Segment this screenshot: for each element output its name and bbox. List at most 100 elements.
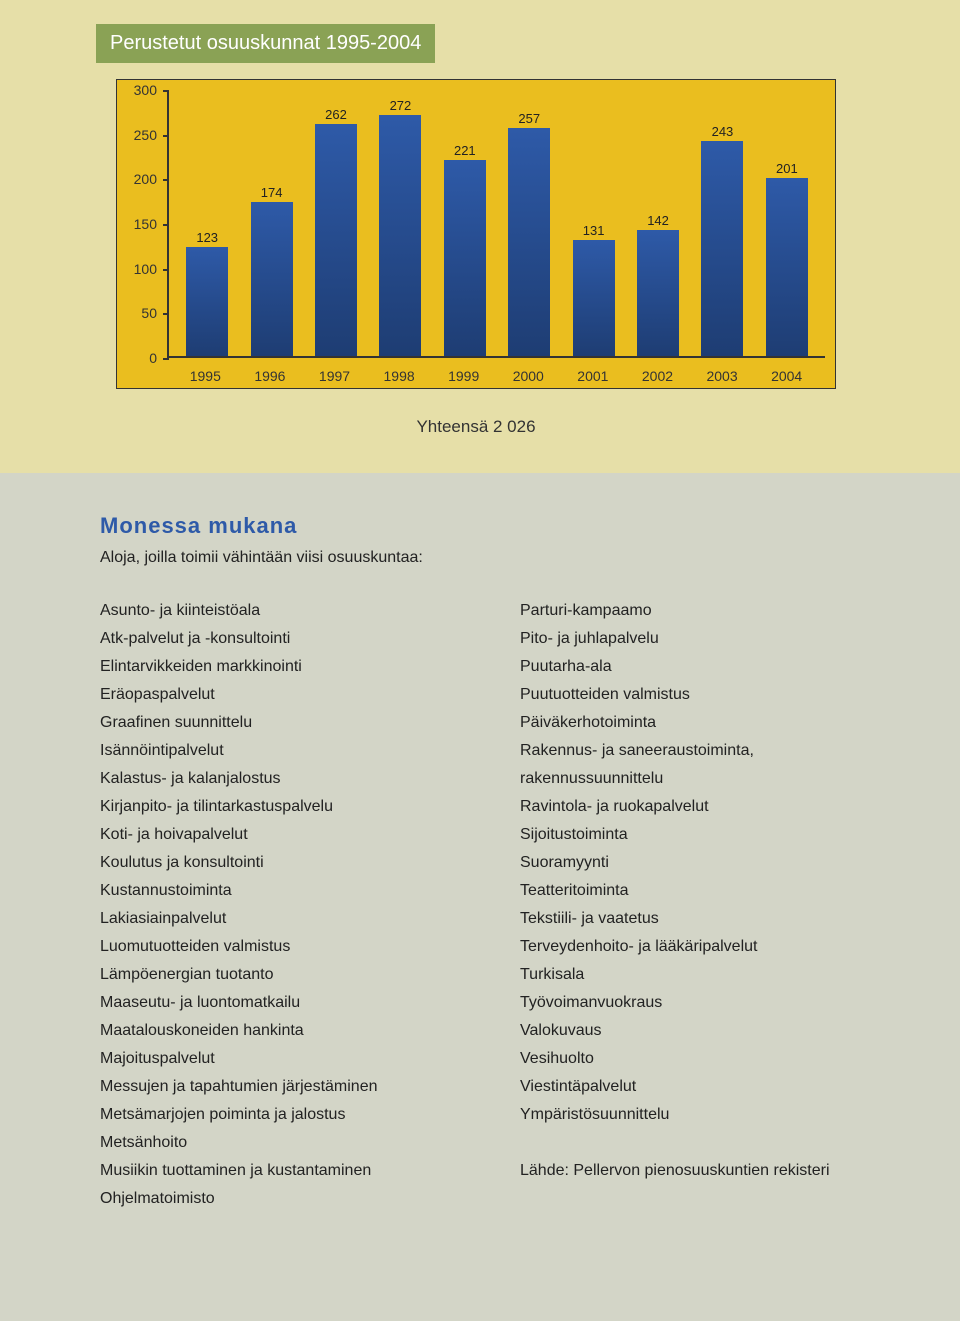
section-subheading: Aloja, joilla toimii vähintään viisi osu… [100, 549, 880, 567]
bar-chart: 0 50 100 150 200 250 300 123 174 262 272 221 257 131… [116, 79, 836, 389]
list-item: Viestintäpalvelut [520, 1073, 880, 1101]
list-item: Graafinen suunnittelu [100, 709, 460, 737]
bar-value-label: 221 [454, 143, 476, 158]
list-item: Metsämarjojen poiminta ja jalostus [100, 1101, 460, 1129]
list-item: Parturi-kampaamo [520, 597, 880, 625]
list-item: Elintarvikkeiden markkinointi [100, 653, 460, 681]
y-tick-label: 250 [134, 127, 157, 143]
left-column: Asunto- ja kiinteistöalaAtk-palvelut ja … [100, 597, 460, 1213]
chart-bar: 272 [368, 90, 432, 356]
chart-total-label: Yhteensä 2 026 [116, 417, 836, 437]
chart-title: Perustetut osuuskunnat 1995-2004 [96, 24, 435, 63]
list-item: Rakennus- ja saneeraustoiminta, [520, 737, 880, 765]
top-section: Perustetut osuuskunnat 1995-2004 0 50 100 1… [0, 0, 960, 473]
chart-x-axis: 1995199619971998199920002001200220032004 [167, 368, 825, 384]
list-item: Asunto- ja kiinteistöala [100, 597, 460, 625]
list-item: Kirjanpito- ja tilintarkastuspalvelu [100, 793, 460, 821]
list-item: Vesihuolto [520, 1045, 880, 1073]
list-item: Tekstiili- ja vaatetus [520, 905, 880, 933]
bar-rect [573, 240, 615, 356]
chart-bar: 174 [239, 90, 303, 356]
bar-value-label: 174 [261, 185, 283, 200]
chart-bar: 262 [304, 90, 368, 356]
bar-rect [766, 178, 808, 356]
list-item: Maaseutu- ja luontomatkailu [100, 989, 460, 1017]
right-column: Parturi-kampaamoPito- ja juhlapalveluPuu… [520, 597, 880, 1213]
bar-rect [251, 202, 293, 356]
bar-value-label: 257 [518, 111, 540, 126]
bar-rect [186, 247, 228, 356]
list-item: Puutuotteiden valmistus [520, 681, 880, 709]
x-tick-label: 1996 [238, 368, 303, 384]
list-item: Koti- ja hoivapalvelut [100, 821, 460, 849]
list-item: Lakiasiainpalvelut [100, 905, 460, 933]
source-label: Lähde: Pellervon pienosuuskuntien rekist… [520, 1157, 880, 1185]
chart-y-axis: 050100150200250300 [117, 90, 163, 358]
x-tick-label: 1998 [367, 368, 432, 384]
y-tick-label: 100 [134, 261, 157, 277]
y-tick-label: 50 [141, 305, 157, 321]
bottom-section: Monessa mukana Aloja, joilla toimii vähi… [0, 473, 960, 1321]
bar-rect [444, 160, 486, 356]
bar-value-label: 201 [776, 161, 798, 176]
list-item: Kustannustoiminta [100, 877, 460, 905]
x-tick-label: 2003 [690, 368, 755, 384]
x-tick-label: 1997 [302, 368, 367, 384]
chart-bar: 142 [626, 90, 690, 356]
list-item: Pito- ja juhlapalvelu [520, 625, 880, 653]
list-item: Atk-palvelut ja -konsultointi [100, 625, 460, 653]
x-tick-label: 1999 [431, 368, 496, 384]
list-item: Lämpöenergian tuotanto [100, 961, 460, 989]
x-tick-label: 2001 [561, 368, 626, 384]
y-tick-label: 0 [149, 350, 157, 366]
list-item: Kalastus- ja kalanjalostus [100, 765, 460, 793]
bar-value-label: 243 [712, 124, 734, 139]
bar-rect [637, 230, 679, 356]
list-item: Ravintola- ja ruokapalvelut [520, 793, 880, 821]
list-item: Päiväkerhotoiminta [520, 709, 880, 737]
x-tick-label: 2000 [496, 368, 561, 384]
list-item: Turkisala [520, 961, 880, 989]
chart-plot-area: 123 174 262 272 221 257 131 142 243 201 [167, 90, 825, 358]
y-tick-label: 200 [134, 171, 157, 187]
list-item: Messujen ja tapahtumien järjestäminen [100, 1073, 460, 1101]
list-item: Maatalouskoneiden hankinta [100, 1017, 460, 1045]
list-item: Suoramyynti [520, 849, 880, 877]
list-item: Metsänhoito [100, 1129, 460, 1157]
bar-value-label: 262 [325, 107, 347, 122]
section-heading: Monessa mukana [100, 513, 880, 539]
y-tick-label: 300 [134, 82, 157, 98]
columns-wrapper: Asunto- ja kiinteistöalaAtk-palvelut ja … [100, 597, 880, 1213]
bar-rect [315, 124, 357, 356]
list-item: Isännöintipalvelut [100, 737, 460, 765]
chart-bar: 243 [690, 90, 754, 356]
bar-rect [379, 115, 421, 356]
list-item: Puutarha-ala [520, 653, 880, 681]
bar-value-label: 272 [390, 98, 412, 113]
bar-rect [508, 128, 550, 356]
x-tick-label: 2002 [625, 368, 690, 384]
bar-rect [701, 141, 743, 356]
chart-bar: 221 [433, 90, 497, 356]
list-item: Luomutuotteiden valmistus [100, 933, 460, 961]
bar-value-label: 123 [196, 230, 218, 245]
list-item: Valokuvaus [520, 1017, 880, 1045]
chart-bar: 123 [175, 90, 239, 356]
list-item: Koulutus ja konsultointi [100, 849, 460, 877]
list-item: Työvoimanvuokraus [520, 989, 880, 1017]
list-item: Musiikin tuottaminen ja kustantaminen [100, 1157, 460, 1185]
list-item: Ohjelmatoimisto [100, 1185, 460, 1213]
list-item: Sijoitustoiminta [520, 821, 880, 849]
list-item: Majoituspalvelut [100, 1045, 460, 1073]
x-tick-label: 2004 [754, 368, 819, 384]
chart-bar: 131 [561, 90, 625, 356]
bar-value-label: 131 [583, 223, 605, 238]
chart-bar: 257 [497, 90, 561, 356]
y-tick-label: 150 [134, 216, 157, 232]
x-tick-label: 1995 [173, 368, 238, 384]
list-item: Teatteritoiminta [520, 877, 880, 905]
bar-value-label: 142 [647, 213, 669, 228]
chart-bars-container: 123 174 262 272 221 257 131 142 243 201 [169, 90, 825, 356]
list-item: Ympäristösuunnittelu [520, 1101, 880, 1129]
list-item: Eräopaspalvelut [100, 681, 460, 709]
